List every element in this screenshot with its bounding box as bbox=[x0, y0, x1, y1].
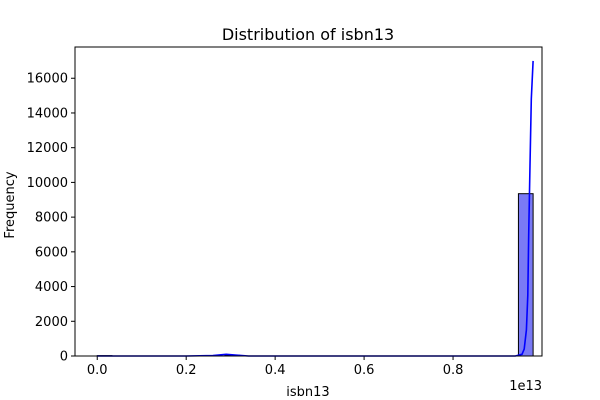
x-axis-ticks: 0.0 0.2 0.4 0.6 0.8 bbox=[87, 356, 463, 378]
y-tick-label: 4000 bbox=[35, 280, 68, 295]
chart-title: Distribution of isbn13 bbox=[222, 25, 394, 44]
y-axis-ticks: 0 2000 4000 6000 8000 10000 12000 14000 16000 bbox=[27, 72, 75, 365]
plot-frame bbox=[74, 46, 543, 357]
x-tick-label: 0.8 bbox=[443, 363, 464, 378]
x-tick-label: 0.6 bbox=[354, 363, 375, 378]
y-tick-label: 2000 bbox=[35, 315, 68, 330]
y-tick-label: 12000 bbox=[27, 141, 68, 156]
x-tick-label: 0.4 bbox=[265, 363, 286, 378]
y-tick-label: 6000 bbox=[35, 245, 68, 260]
x-tick-label: 0.0 bbox=[87, 363, 108, 378]
y-tick-label: 16000 bbox=[27, 72, 68, 87]
x-offset-label: 1e13 bbox=[509, 379, 542, 394]
y-tick-label: 8000 bbox=[35, 211, 68, 226]
y-tick-label: 14000 bbox=[27, 106, 68, 121]
y-tick-label: 10000 bbox=[27, 176, 68, 191]
kde-curve-group bbox=[97, 60, 534, 357]
y-tick-label: 0 bbox=[60, 350, 68, 365]
kde-curve bbox=[97, 60, 534, 357]
histogram-bars bbox=[96, 193, 534, 357]
x-axis-title: isbn13 bbox=[286, 385, 329, 400]
x-tick-label: 0.2 bbox=[176, 363, 197, 378]
y-axis-title: Frequency bbox=[3, 171, 18, 238]
